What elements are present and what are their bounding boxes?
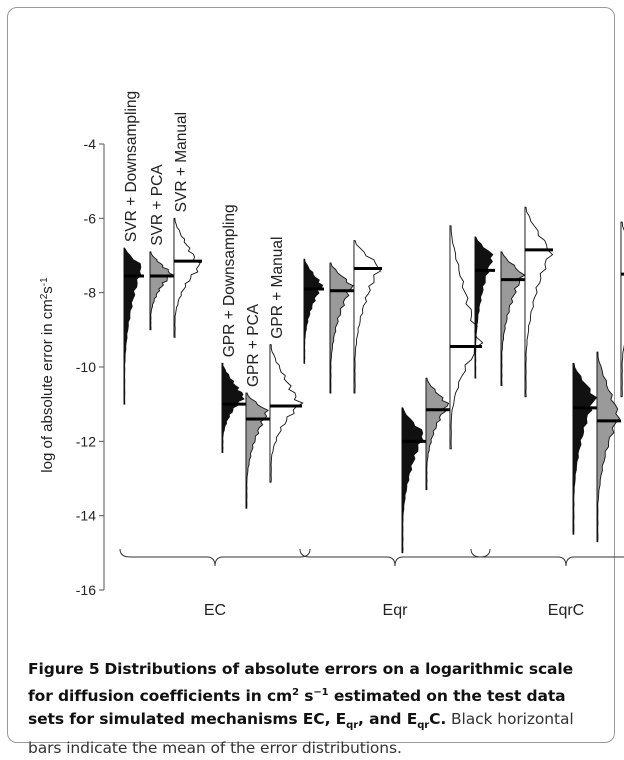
violin-eqrc-6 bbox=[620, 221, 624, 398]
violin-eqr-5 bbox=[425, 377, 450, 491]
violin-eqrc-2 bbox=[500, 251, 526, 387]
violin-shape bbox=[572, 362, 598, 535]
series-label: SVR + Manual bbox=[173, 112, 190, 212]
violin-chart: log of absolute error in cm2s-1 -4 -6 -8 -1… bbox=[39, 91, 624, 619]
violin-shape bbox=[401, 407, 424, 554]
caption-title-sup1: 2 bbox=[292, 687, 299, 698]
violin-shape bbox=[524, 206, 554, 398]
figure-caption: Figure 5 Distributions of absolute error… bbox=[28, 658, 598, 760]
y-tick-label: -4 bbox=[84, 136, 97, 152]
y-axis-label-text: log of absolute error in cm2s-1 bbox=[39, 277, 57, 473]
series-label: SVR + PCA bbox=[149, 164, 166, 246]
series-label: SVR + Downsampling bbox=[123, 91, 140, 242]
y-axis: -4 -6 -8 -10 -12 -14 -16 bbox=[76, 136, 105, 598]
y-axis-label: log of absolute error in cm2s-1 bbox=[39, 277, 57, 473]
violin-eqr-3 bbox=[353, 240, 382, 394]
y-tick-label: -10 bbox=[76, 359, 96, 375]
violin-ec-5 bbox=[245, 392, 270, 509]
y-tick-label: -16 bbox=[76, 582, 96, 598]
group-bracket bbox=[470, 548, 624, 567]
violin-eqrc-3 bbox=[524, 206, 554, 398]
violin-eqr-1 bbox=[303, 258, 324, 364]
caption-title-sup2: −1 bbox=[313, 687, 329, 698]
series-labels: SVR + Downsampling SVR + PCA SVR + Manual G… bbox=[123, 91, 286, 387]
caption-title-part2: s bbox=[298, 687, 314, 706]
group-bracket bbox=[299, 548, 491, 567]
y-tick-label: -14 bbox=[76, 508, 96, 524]
violin-ec-4 bbox=[221, 362, 246, 453]
violin-ec-3 bbox=[173, 217, 202, 338]
violin-eqr-4 bbox=[401, 407, 426, 554]
caption-title-part1: Distributions of absolute errors on a lo… bbox=[28, 660, 574, 706]
violins bbox=[123, 206, 624, 554]
series-label: GPR + PCA bbox=[245, 303, 262, 387]
caption-title-part4: , and E bbox=[358, 710, 418, 729]
y-tick-label: -8 bbox=[84, 285, 97, 301]
violin-shape bbox=[500, 251, 526, 387]
violin-shape bbox=[269, 344, 304, 483]
group-brackets: EC Eqr EqrC bbox=[119, 548, 624, 619]
violin-shape bbox=[425, 377, 450, 491]
violin-shape bbox=[353, 240, 382, 394]
violin-ec-1 bbox=[123, 247, 144, 405]
violin-ec-2 bbox=[149, 251, 175, 331]
series-label: GPR + Downsampling bbox=[221, 204, 238, 357]
violin-shape bbox=[329, 262, 354, 394]
caption-title-sub2: qr bbox=[417, 720, 430, 732]
violin-shape bbox=[620, 221, 624, 398]
caption-title-sub1: qr bbox=[346, 720, 359, 732]
violin-eqr-6 bbox=[449, 225, 484, 450]
figure-frame bbox=[7, 7, 615, 743]
violin-shape bbox=[149, 251, 175, 331]
caption-figure-label: Figure 5 bbox=[28, 660, 100, 678]
caption-title-part5: C. bbox=[429, 710, 447, 729]
group-label: EqrC bbox=[548, 602, 584, 619]
violin-shape bbox=[245, 392, 269, 509]
group-label: EC bbox=[204, 602, 226, 619]
violin-shape bbox=[449, 225, 484, 450]
violin-shape bbox=[173, 217, 201, 338]
y-tick-label: -6 bbox=[84, 210, 97, 226]
y-tick-label: -12 bbox=[76, 433, 96, 449]
violin-shape bbox=[474, 236, 494, 379]
series-label: GPR + Manual bbox=[269, 237, 286, 339]
violin-shape bbox=[123, 247, 142, 405]
violin-eqrc-1 bbox=[474, 236, 495, 379]
violin-shape bbox=[221, 362, 245, 453]
caption-title-part3: estimated on the test data sets for simu… bbox=[28, 687, 566, 729]
violin-shape bbox=[303, 258, 324, 364]
violin-eqrc-4 bbox=[572, 362, 598, 535]
violin-eqrc-5 bbox=[596, 351, 621, 543]
violin-eqr-2 bbox=[329, 262, 354, 394]
group-label: Eqr bbox=[383, 602, 409, 619]
group-bracket bbox=[119, 548, 311, 567]
violin-ec-6 bbox=[269, 344, 304, 483]
violin-shape bbox=[596, 351, 621, 543]
